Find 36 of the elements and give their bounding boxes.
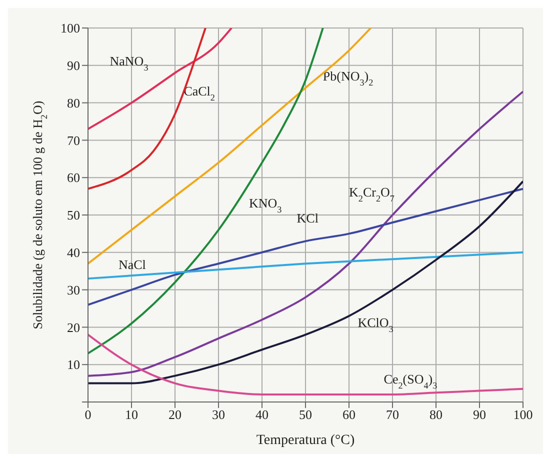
- series-label: KClO$_{3}$: [358, 315, 394, 334]
- series-label: KNO$_{3}$: [248, 196, 282, 215]
- y-tick-label: 70: [67, 132, 80, 148]
- x-tick-label: 0: [84, 407, 92, 422]
- x-tick-label: 60: [342, 407, 356, 422]
- y-tick-label: 30: [67, 282, 80, 298]
- x-tick-label: 10: [125, 407, 138, 422]
- x-tick-label: 30: [212, 407, 225, 422]
- x-tick-label: 70: [386, 407, 399, 422]
- line-series: [88, 334, 523, 396]
- y-tick-label: 20: [67, 320, 80, 335]
- line-series: [88, 188, 523, 306]
- series-label: CaCl$_{2}$: [184, 83, 216, 102]
- y-tick-label: 100: [60, 20, 80, 36]
- y-tick-label: 80: [67, 95, 80, 110]
- line-series: [88, 28, 233, 130]
- x-tick-label: 20: [168, 407, 182, 422]
- series-label: K$_{2}$Cr$_{2}$O$_{7}$: [349, 184, 395, 204]
- series-label: KCl: [296, 210, 319, 226]
- x-tick-label: 80: [430, 407, 442, 422]
- y-tick-label: 90: [67, 58, 80, 74]
- x-axis-title: Temperatura (°C): [256, 433, 355, 448]
- series-label: Ce$_{2}$(SO$_{4}$)$_{3}$: [384, 371, 438, 390]
- series-label: Pb(NO$_{3}$)$_{2}$: [322, 68, 374, 88]
- x-tick-label: 90: [473, 407, 486, 422]
- x-tick-label: 100: [513, 407, 533, 422]
- series-label: NaCl: [118, 257, 146, 272]
- y-tick-label: 40: [67, 245, 80, 260]
- series-label: NaNO$_{3}$: [110, 53, 149, 72]
- y-tick-label: 10: [67, 357, 80, 372]
- line-series: [88, 180, 523, 384]
- y-tick-label: 50: [67, 208, 80, 223]
- y-tick-label: 60: [67, 170, 80, 186]
- x-tick-label: 40: [256, 407, 268, 422]
- x-tick-label: 50: [299, 407, 312, 422]
- line-series: [88, 28, 324, 354]
